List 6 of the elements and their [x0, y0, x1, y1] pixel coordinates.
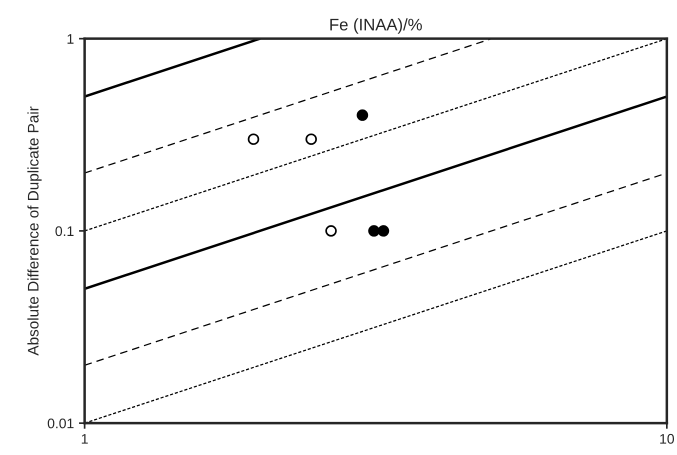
- x-tick-label: 10: [660, 434, 674, 444]
- y-tick-label: 0.1: [55, 226, 74, 236]
- chart-title: Fe (INAA)/%: [330, 18, 422, 34]
- y-tick-label: 1: [68, 34, 74, 44]
- y-axis-title: Absolute Difference of Duplicate Pair: [27, 106, 42, 356]
- y-tick-label: 0.01: [48, 418, 74, 428]
